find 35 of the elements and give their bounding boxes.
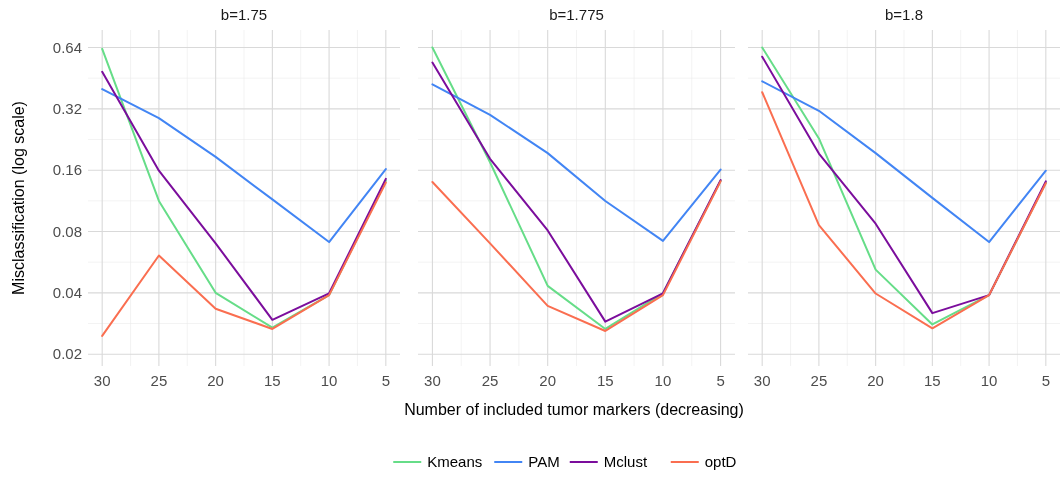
chart-title: b=1.775 xyxy=(549,6,604,23)
x-tick-label: 5 xyxy=(1041,372,1050,389)
line-series xyxy=(101,88,387,244)
y-tick-label: 0.16 xyxy=(52,161,82,179)
y-tick-label: 0.02 xyxy=(52,345,82,363)
x-tick-label: 15 xyxy=(264,372,281,389)
x-axis-title: Number of included tumor markers (decreasing) xyxy=(404,401,744,418)
x-tick-label: 20 xyxy=(207,372,224,389)
y-tick-label: 0.04 xyxy=(52,284,82,302)
y-axis-title: Misclassification (log scale) xyxy=(10,101,27,295)
y-tick-label: 0.08 xyxy=(52,222,82,240)
x-tick-label: 20 xyxy=(867,372,884,389)
x-tick-label: 10 xyxy=(320,372,338,389)
chart-title: b=1.8 xyxy=(885,6,923,23)
x-tick-label: 15 xyxy=(596,372,614,389)
y-tick-label: 0.64 xyxy=(52,38,82,56)
x-tick-label: 10 xyxy=(654,372,672,389)
x-tick-label: 5 xyxy=(381,372,390,389)
x-tick-label: 20 xyxy=(539,372,557,389)
legend-label: PAM xyxy=(528,453,560,471)
legend-label: Mclust xyxy=(603,453,648,471)
y-tick-label: 0.32 xyxy=(52,100,82,118)
x-tick-label: 30 xyxy=(424,372,441,389)
x-tick-label: 5 xyxy=(716,372,725,389)
x-tick-label: 15 xyxy=(924,372,941,389)
legend-label: optD xyxy=(704,453,737,471)
x-tick-label: 10 xyxy=(980,372,998,389)
x-tick-label: 30 xyxy=(753,372,771,389)
x-tick-label: 30 xyxy=(93,372,111,389)
x-tick-label: 25 xyxy=(810,372,828,389)
chart-title: b=1.75 xyxy=(220,6,268,23)
x-tick-label: 25 xyxy=(481,372,499,389)
line-series xyxy=(101,181,387,337)
x-tick-label: 25 xyxy=(150,372,168,389)
legend-label: Kmeans xyxy=(427,453,483,471)
